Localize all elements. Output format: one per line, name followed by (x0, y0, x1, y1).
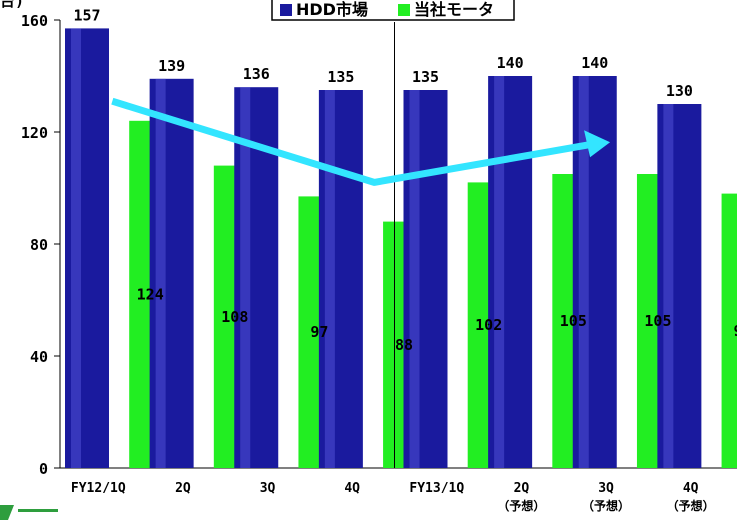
value-label-hdd-market: 130 (666, 82, 693, 100)
bar-hdd-market (149, 78, 194, 469)
value-label-hdd-market: 135 (412, 68, 439, 86)
bar-hdd-market (488, 76, 533, 468)
bar-highlight (155, 78, 166, 469)
trend-arrows (111, 97, 611, 186)
x-tick-label: 3Q (598, 481, 614, 496)
legend-swatch-hdd-market (280, 4, 292, 16)
x-tick-sublabel: （予想） (497, 498, 545, 513)
x-tick-sublabel: （予想） (667, 498, 715, 513)
value-label-own-motor: 98 (734, 322, 737, 340)
x-tick-label: FY13/1Q (409, 481, 464, 496)
value-label-own-motor: 105 (560, 312, 587, 330)
x-tick-label: 2Q (175, 481, 191, 496)
y-axis: 0 40 80 120 160 (21, 12, 737, 478)
x-tick-label: 4Q (683, 481, 699, 496)
y-tick-label: 0 (39, 460, 48, 478)
bar-own-motor (721, 193, 737, 468)
bar-hdd-market (403, 90, 448, 468)
bar-highlight (663, 104, 674, 468)
legend-box (271, 0, 515, 21)
value-label-own-motor: 108 (221, 308, 248, 326)
value-label-hdd-market: 157 (73, 6, 100, 24)
data-labels: 157 124 139 108 136 97 135 88 135 102 140 105 140 105… (73, 6, 737, 353)
y-unit-label: 台) (0, 0, 24, 10)
x-tick-sublabel: （予想） (582, 498, 630, 513)
legend-label-hdd-market: HDD市場 (296, 0, 368, 19)
bar-highlight (240, 87, 251, 468)
x-axis: FY12/1Q 2Q 3Q 4Q FY13/1Q 2Q （予想） 3Q （予想） 4Q （予想） (71, 22, 715, 513)
value-label-own-motor: 88 (395, 336, 413, 354)
legend-swatch-own-motor (398, 4, 410, 16)
y-tick-label: 120 (21, 124, 48, 142)
bar-highlight (578, 76, 589, 468)
bar-highlight (494, 76, 505, 468)
bar-highlight (324, 90, 335, 468)
value-label-own-motor: 124 (137, 285, 164, 303)
bar-hdd-market (657, 104, 702, 468)
x-tick-label: FY12/1Q (71, 481, 126, 496)
logo-fragment (18, 509, 58, 512)
bars (65, 28, 737, 469)
trend-arrow-line (111, 97, 599, 186)
x-tick-label: 3Q (260, 481, 276, 496)
bar-hdd-market (65, 28, 109, 469)
value-label-hdd-market: 139 (158, 57, 185, 75)
value-label-hdd-market: 140 (581, 54, 608, 72)
bar-hdd-market (318, 90, 363, 468)
bar-highlight (409, 90, 420, 468)
legend: HDD市場 当社モータ (0, 0, 515, 520)
logo-fragment (0, 505, 14, 520)
value-label-hdd-market: 135 (327, 68, 354, 86)
legend-label-own-motor: 当社モータ (414, 0, 494, 19)
value-label-own-motor: 97 (310, 323, 328, 341)
y-tick-label: 40 (30, 348, 48, 366)
trend-arrow-head (584, 130, 611, 158)
value-label-own-motor: 102 (475, 316, 502, 334)
x-tick-label: 2Q (514, 481, 530, 496)
y-tick-label: 80 (30, 236, 48, 254)
x-tick-label: 4Q (344, 481, 360, 496)
value-label-hdd-market: 140 (497, 54, 524, 72)
y-tick-label: 160 (21, 12, 48, 30)
value-label-own-motor: 105 (644, 312, 671, 330)
value-label-hdd-market: 136 (243, 65, 270, 83)
bar-highlight (71, 28, 81, 469)
